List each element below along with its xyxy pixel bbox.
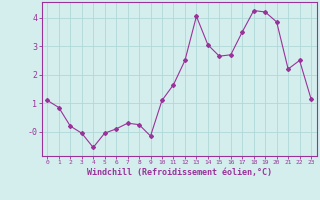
X-axis label: Windchill (Refroidissement éolien,°C): Windchill (Refroidissement éolien,°C) [87,168,272,177]
